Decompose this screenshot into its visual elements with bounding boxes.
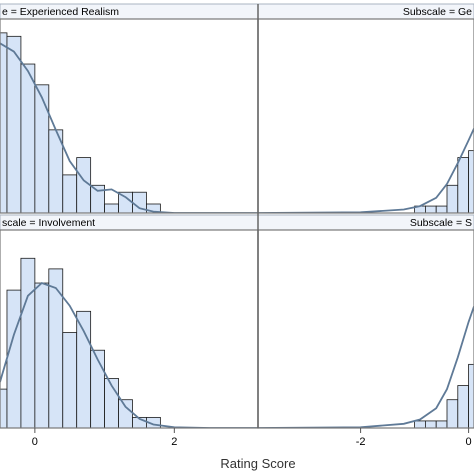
bars bbox=[0, 32, 161, 213]
histogram-bar bbox=[457, 385, 469, 428]
histogram-bar bbox=[0, 388, 8, 428]
histogram-bar bbox=[20, 63, 36, 213]
panel-strip-label: Subscale = S bbox=[410, 217, 472, 229]
panel-1: e = Experienced Realism bbox=[0, 3, 259, 214]
histogram-bar bbox=[90, 349, 105, 428]
density-curve bbox=[0, 42, 258, 213]
histogram-bar bbox=[76, 310, 92, 428]
x-tick-label: 0 bbox=[466, 436, 472, 448]
x-tick-label: 2 bbox=[171, 436, 177, 448]
panel-strip-label: e = Experienced Realism bbox=[2, 6, 119, 18]
bars bbox=[414, 363, 474, 428]
panel-3: scale = Involvement bbox=[0, 214, 259, 429]
histogram-bar bbox=[90, 184, 105, 213]
histogram-bar bbox=[446, 184, 459, 213]
x-tick-label: 0 bbox=[32, 436, 38, 448]
histogram-bar bbox=[118, 399, 133, 428]
histogram-bar bbox=[468, 363, 474, 428]
histogram-bar bbox=[62, 332, 78, 428]
bars bbox=[0, 257, 161, 428]
density-curve bbox=[0, 281, 258, 428]
histogram-bar bbox=[424, 420, 437, 428]
panel-frame bbox=[257, 18, 474, 214]
density-curve bbox=[258, 306, 474, 428]
histogram-bar bbox=[435, 420, 448, 428]
histogram-bar bbox=[62, 174, 78, 213]
histogram-bar bbox=[435, 205, 448, 213]
bars bbox=[414, 150, 474, 213]
histogram-bar bbox=[104, 203, 119, 213]
histogram-bar bbox=[6, 35, 22, 213]
histogram-bar bbox=[34, 282, 50, 428]
density-curve bbox=[258, 128, 474, 213]
histogram-bar bbox=[468, 150, 474, 213]
histogram-bar bbox=[34, 84, 50, 213]
x-axis: 0 2 -2 0 bbox=[32, 428, 472, 448]
histogram-bar bbox=[6, 289, 22, 428]
histogram-bar bbox=[446, 399, 459, 428]
histogram-bar bbox=[414, 420, 426, 428]
x-tick-label: -2 bbox=[356, 436, 366, 448]
histogram-bar bbox=[457, 157, 469, 213]
panel-strip-label: scale = Involvement bbox=[2, 217, 95, 229]
histogram-bar bbox=[146, 203, 161, 213]
panel-2: Subscale = Ge bbox=[257, 3, 474, 214]
histogram-bar bbox=[76, 157, 92, 213]
histogram-bar bbox=[424, 205, 437, 213]
histogram-bar bbox=[0, 32, 8, 213]
histogram-bar bbox=[20, 257, 36, 428]
panel-strip-label: Subscale = Ge bbox=[403, 6, 472, 18]
x-axis-label: Rating Score bbox=[220, 456, 295, 471]
panel-4: Subscale = S bbox=[257, 214, 474, 429]
